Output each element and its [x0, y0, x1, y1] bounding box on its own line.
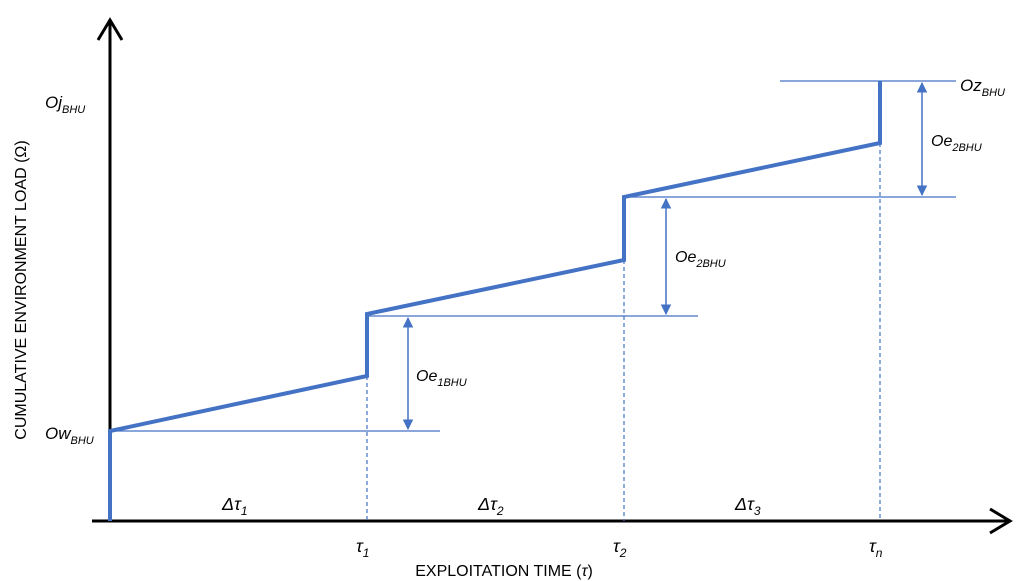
tau1-label: τ1: [356, 536, 369, 560]
level-top-label: OjBHU: [45, 93, 85, 116]
x-axis-title: EXPLOITATION TIME (τ): [415, 563, 593, 580]
y-axis-title: CUMULATIVE ENVIRONMENT LOAD (Ω): [13, 140, 30, 439]
cumulative-load-curve: [108, 81, 882, 521]
jump3-label: Oe2BHU: [931, 133, 982, 154]
x-axis-arrowhead: [989, 507, 1013, 535]
tau2-label: τ2: [613, 536, 627, 560]
level-end-label: OzBHU: [960, 76, 1005, 99]
jump2-label: Oe2BHU: [675, 249, 726, 270]
y-axis-arrowhead: [96, 17, 124, 41]
taun-label: τn: [869, 536, 883, 560]
interval1-label: Δτ1: [221, 494, 248, 518]
level-base-label: OwBHU: [45, 424, 94, 447]
interval2-label: Δτ2: [477, 494, 504, 518]
jump1-label: Oe1BHU: [416, 368, 467, 389]
interval3-label: Δτ3: [734, 494, 761, 518]
